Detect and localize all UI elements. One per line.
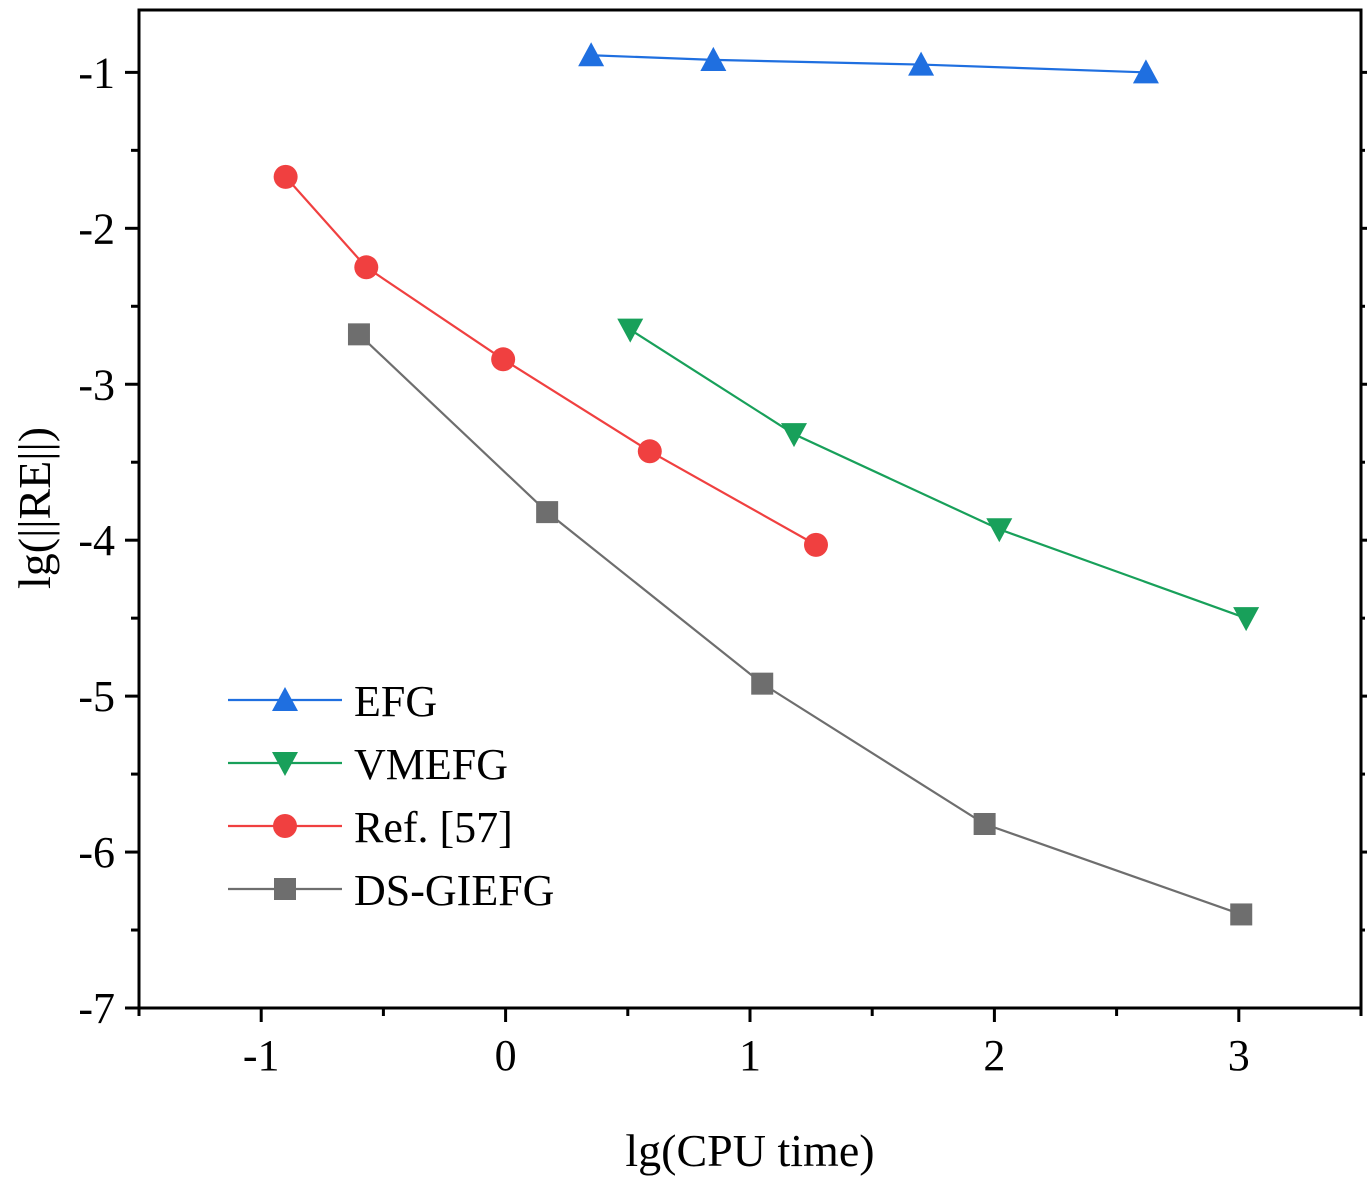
y-tick-label: -3: [78, 360, 115, 409]
series-layer: [273, 42, 1260, 926]
series-line: [284, 176, 817, 546]
legend-marker: [272, 687, 298, 712]
y-tick-label: -4: [78, 516, 115, 565]
data-point: [908, 51, 935, 76]
x-tick-label: 3: [1228, 1031, 1250, 1080]
data-point: [803, 532, 828, 557]
y-tick-label: -5: [78, 672, 115, 721]
data-point: [273, 164, 298, 189]
x-axis-title: lg(CPU time): [625, 1125, 874, 1176]
legend: EFG VMEFG Ref. [57] DS-GIEFG: [228, 677, 554, 915]
x-tick-label: -1: [243, 1031, 280, 1080]
x-tick-label: 0: [495, 1031, 517, 1080]
legend-item: VMEFG: [228, 740, 508, 789]
data-point: [354, 255, 379, 280]
legend-marker: [274, 878, 296, 900]
y-tick-label: -7: [78, 984, 115, 1033]
data-point: [347, 323, 370, 346]
plot-frame: [137, 8, 1363, 1010]
x-tick-label: 2: [983, 1031, 1005, 1080]
data-point: [536, 501, 559, 524]
y-axis-title: lg(||RE||): [9, 427, 60, 589]
x-tick-label: 1: [739, 1031, 761, 1080]
series-ds-giefg: [347, 323, 1253, 926]
data-point: [578, 42, 605, 67]
data-point: [637, 439, 662, 464]
series-line: [591, 54, 1146, 74]
y-tick-label: -2: [78, 204, 115, 253]
data-point: [973, 812, 996, 835]
data-point: [491, 347, 516, 372]
data-point: [986, 518, 1013, 543]
legend-item: DS-GIEFG: [228, 866, 554, 915]
legend-item: EFG: [228, 677, 437, 726]
data-point: [1233, 607, 1260, 632]
legend-label: EFG: [354, 677, 437, 726]
data-point: [617, 318, 644, 343]
legend-label: VMEFG: [354, 740, 508, 789]
data-point: [1132, 59, 1159, 84]
series-efg: [578, 42, 1159, 84]
axis-ticks: -1 0 1 2 3 -1 -2 -3 -4 -5 -6 -7: [78, 48, 1367, 1080]
legend-marker: [272, 751, 298, 776]
legend-item: Ref. [57]: [228, 803, 513, 852]
y-tick-label: -1: [78, 48, 115, 97]
legend-label: DS-GIEFG: [354, 866, 554, 915]
y-tick-label: -6: [78, 828, 115, 877]
legend-marker: [273, 814, 297, 838]
series-ref-57: [273, 164, 828, 557]
data-point: [700, 46, 727, 71]
data-point: [751, 672, 774, 695]
data-point: [780, 423, 807, 448]
data-point: [1230, 903, 1253, 926]
series-line: [629, 328, 1247, 620]
series-vmefg: [617, 318, 1260, 632]
legend-label: Ref. [57]: [354, 803, 513, 852]
